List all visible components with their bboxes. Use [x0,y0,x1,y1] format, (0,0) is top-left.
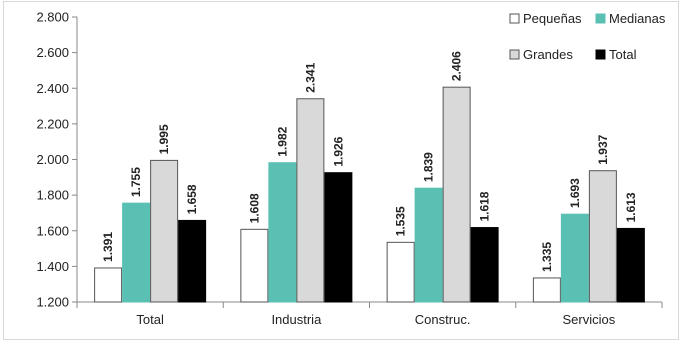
x-category-label: Total [136,312,164,327]
legend-swatch [595,49,606,60]
data-label: 1.618 [478,191,492,221]
data-label: 1.755 [129,167,143,197]
bar-total [178,219,207,303]
y-tick-label: 2.400 [36,81,69,96]
data-label: 1.335 [540,242,554,272]
bar-total [470,227,499,303]
y-tick-label: 1.400 [36,259,69,274]
bar-total [324,172,353,303]
bar-peque-as [386,241,415,303]
y-tick-label: 1.200 [36,295,69,310]
bar-medianas [122,202,151,303]
legend-swatch [509,13,520,24]
x-category-label: Industria [271,312,322,327]
bar-grandes [296,98,325,303]
data-label: 1.658 [185,184,199,214]
data-label: 1.693 [568,178,582,208]
x-category-label: Servicios [563,312,616,327]
bar-peque-as [532,277,561,303]
data-label: 2.406 [450,51,464,81]
data-label: 1.535 [394,206,408,236]
data-label: 1.995 [157,124,171,154]
data-label: 1.937 [596,134,610,164]
y-tick-label: 2.600 [36,45,69,60]
data-label: 1.613 [624,192,638,222]
legend-swatch [509,49,520,60]
bar-medianas [268,162,297,303]
legend-label: Pequeñas [523,11,582,26]
data-label: 1.839 [422,152,436,182]
data-label: 2.341 [303,62,317,92]
y-tick-label: 2.000 [36,152,69,167]
y-tick-label: 2.200 [36,116,69,131]
data-label: 1.926 [331,136,345,166]
bar-peque-as [240,228,269,303]
y-tick-label: 1.800 [36,188,69,203]
x-category-label: Construc. [415,312,471,327]
y-tick-label: 2.800 [36,10,69,25]
data-label: 1.608 [247,193,261,223]
legend-label: Total [609,47,637,62]
legend-swatch [595,13,606,24]
data-label: 1.982 [275,126,289,156]
bar-medianas [414,187,443,303]
legend-label: Grandes [523,47,573,62]
bar-medianas [560,213,589,303]
bar-total [616,227,645,303]
bar-grandes [588,170,617,303]
data-label: 1.391 [101,232,115,262]
bar-grandes [442,86,471,303]
legend-label: Medianas [609,11,666,26]
bar-grandes [150,159,179,303]
y-tick-label: 1.600 [36,223,69,238]
bar-peque-as [94,267,123,303]
